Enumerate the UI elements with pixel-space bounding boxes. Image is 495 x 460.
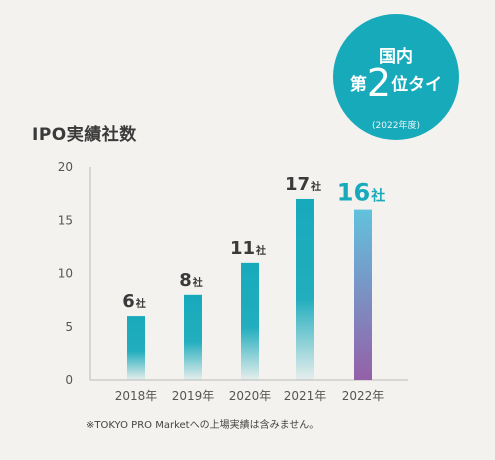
data-label: 17社 <box>285 174 321 195</box>
x-tick-label: 2021年 <box>284 389 327 403</box>
badge-rank-suffix: 位タイ <box>391 75 443 95</box>
chart-title: IPO実績社数 <box>32 125 137 145</box>
data-label-unit: 社 <box>135 297 146 310</box>
bar <box>296 198 314 380</box>
bar <box>184 294 202 380</box>
footnote: ※TOKYO PRO Marketへの上場実績は含みません。 <box>86 420 320 431</box>
bar <box>127 316 145 380</box>
x-tick-label: 2019年 <box>172 389 215 403</box>
data-label: 16社 <box>337 179 385 207</box>
bar <box>241 262 259 380</box>
data-label: 11社 <box>230 238 266 259</box>
y-tick-label: 0 <box>65 373 73 387</box>
badge-rank-line: 第2位タイ <box>333 64 459 102</box>
data-label-unit: 社 <box>255 244 266 257</box>
data-label-value: 16 <box>337 179 370 207</box>
data-label-unit: 社 <box>192 276 203 289</box>
x-tick-label: 2020年 <box>229 389 272 403</box>
data-label-unit: 社 <box>310 180 321 193</box>
y-tick-label: 15 <box>58 213 73 227</box>
y-tick-label: 5 <box>65 320 73 334</box>
data-label: 8社 <box>179 270 203 291</box>
y-tick-label: 20 <box>58 160 73 174</box>
data-label-value: 17 <box>285 174 310 195</box>
badge-rank-prefix: 第 <box>349 75 367 95</box>
badge-domestic-label: 国内 <box>379 47 413 67</box>
x-tick-label: 2022年 <box>342 389 385 403</box>
y-tick-label: 10 <box>58 267 73 281</box>
data-label: 6社 <box>122 291 146 312</box>
data-label-value: 6 <box>122 291 135 312</box>
bar <box>354 209 372 380</box>
x-tick-label: 2018年 <box>115 389 158 403</box>
data-label-value: 8 <box>179 270 192 291</box>
data-label-value: 11 <box>230 238 255 259</box>
data-label-unit: 社 <box>370 188 385 205</box>
badge-fiscal-year: (2022年度) <box>372 121 420 131</box>
badge-rank-number: 2 <box>366 61 392 105</box>
ranking-badge: 国内 第2位タイ (2022年度) <box>333 14 459 140</box>
